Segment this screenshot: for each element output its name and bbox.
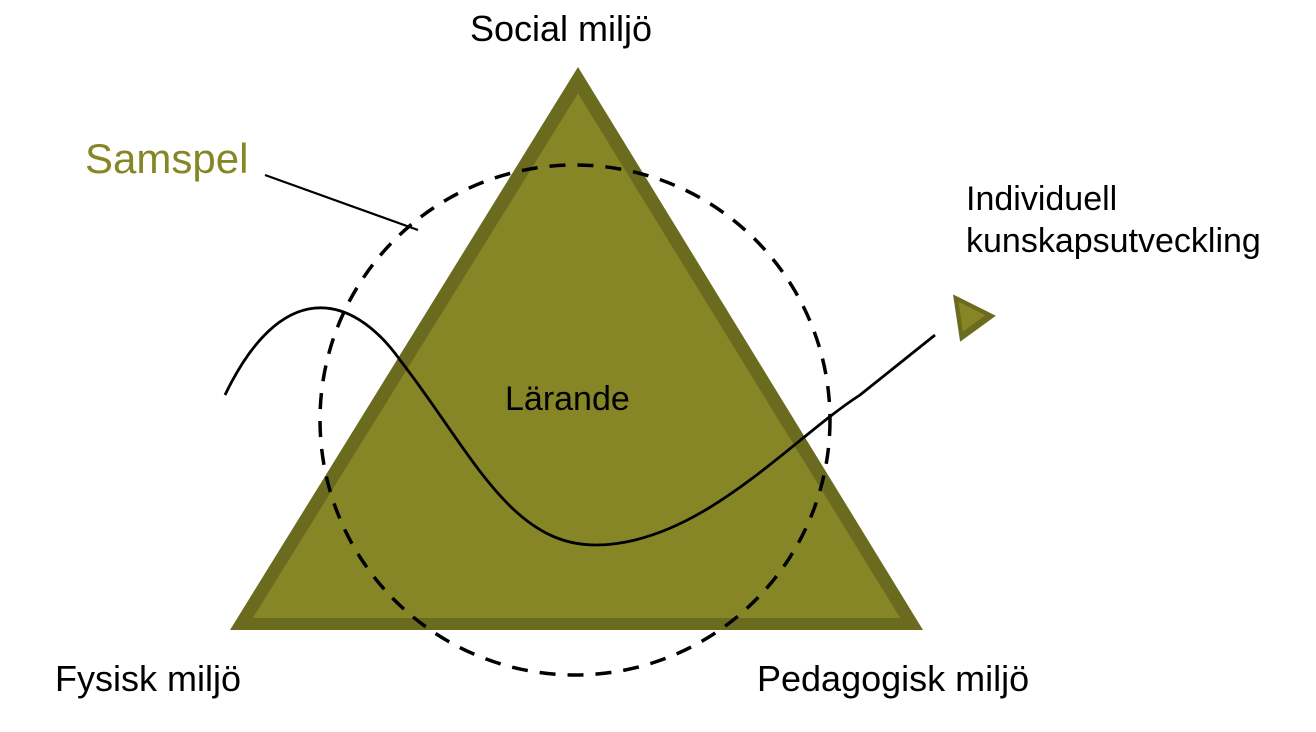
label-social-miljo: Social miljö [470,8,652,50]
label-fysisk-miljo: Fysisk miljö [55,658,241,700]
label-individuell-line2: kunskapsutveckling [966,222,1261,261]
label-pedagogisk-miljo: Pedagogisk miljö [757,658,1029,700]
diagram-svg [0,0,1316,732]
label-samspel: Samspel [85,135,248,183]
arrowhead-icon [935,281,996,341]
samspel-callout-line [265,175,418,230]
learning-environment-diagram: Social miljö Fysisk miljö Pedagogisk mil… [0,0,1316,732]
label-individuell-line1: Individuell [966,180,1117,219]
label-larande: Lärande [505,380,630,419]
main-triangle [230,67,923,630]
